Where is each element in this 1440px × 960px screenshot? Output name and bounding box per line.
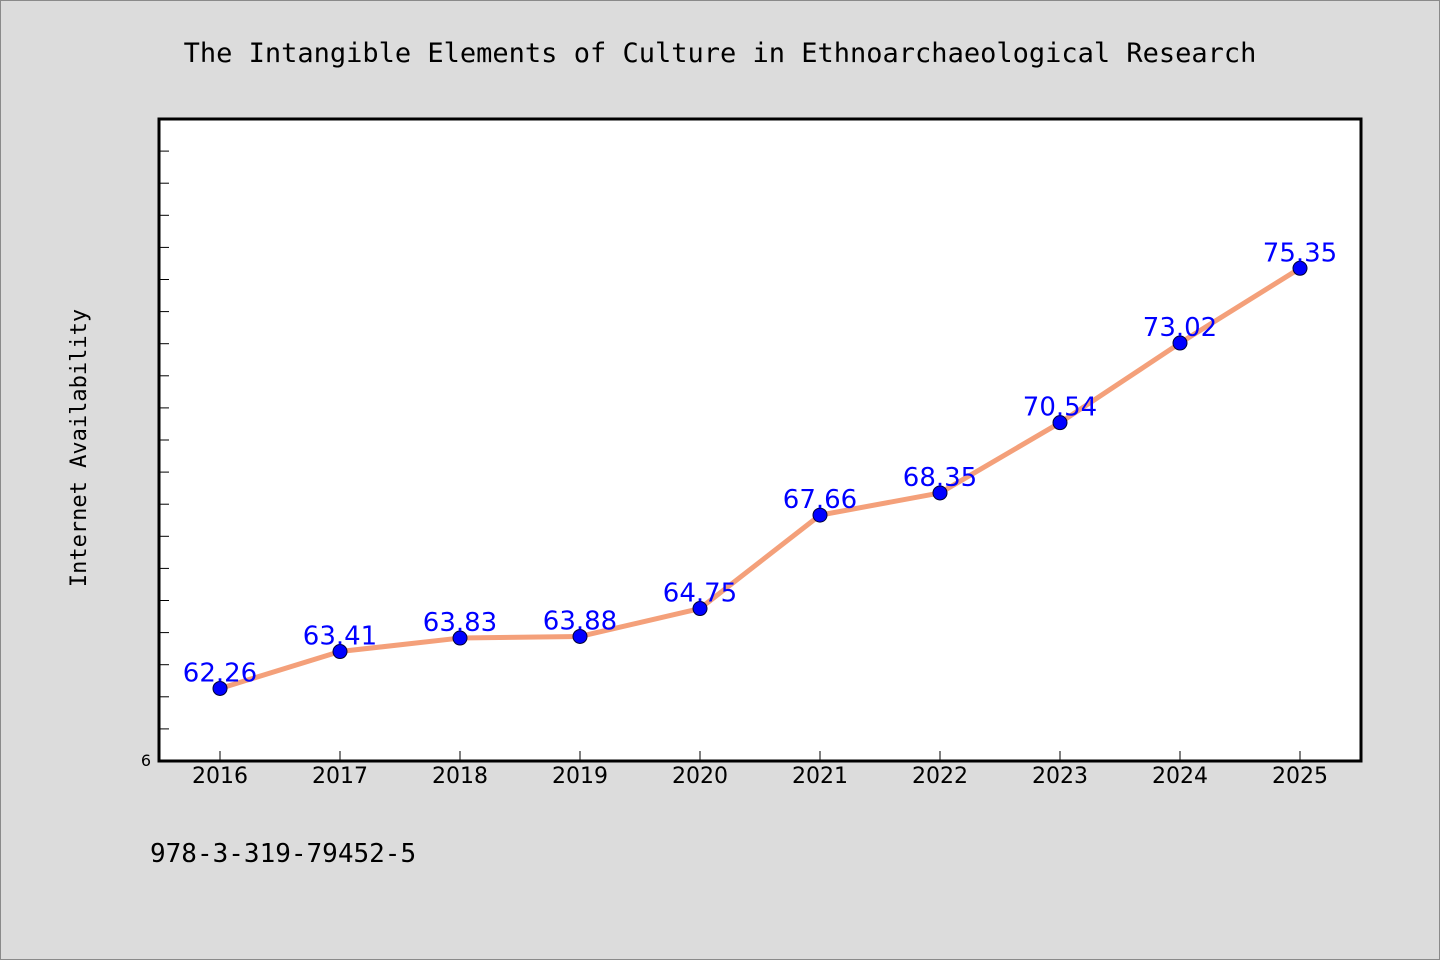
data-point: [1292, 260, 1308, 276]
isbn-text: 978-3-319-79452-5: [150, 839, 416, 869]
data-point: [212, 680, 228, 696]
y-tick-label: 6: [141, 751, 151, 770]
data-label: 63.88: [543, 606, 617, 636]
data-point: [332, 644, 348, 660]
chart-title: The Intangible Elements of Culture in Et…: [184, 38, 1257, 69]
x-tick-label: 2023: [1032, 764, 1088, 789]
data-label: 63.41: [303, 622, 377, 652]
data-label: 75.35: [1263, 238, 1337, 268]
data-point: [1052, 415, 1068, 431]
x-tick-label: 2019: [552, 764, 608, 789]
data-label: 70.54: [1023, 393, 1097, 423]
y-axis-label: Internet Availability: [67, 309, 92, 587]
data-point: [572, 628, 588, 644]
plot-area: [157, 117, 1363, 763]
data-label: 73.02: [1143, 313, 1217, 343]
data-point: [692, 601, 708, 617]
data-point: [932, 485, 948, 501]
x-tick-label: 2018: [432, 764, 488, 789]
series-line: [217, 265, 1303, 691]
x-tick-label: 2022: [912, 764, 968, 789]
series-layer: 62.26 63.41 63.83 63.88 64.75 67.66 68.35 70.54…: [183, 238, 1337, 696]
data-label: 62.26: [183, 658, 257, 688]
x-axis-ticks: 2016 2017 2018 2019 2020 2021 2022 2023 2024 2025: [192, 751, 1328, 789]
data-point: [1172, 335, 1188, 351]
data-point: [452, 630, 468, 646]
x-tick-label: 2016: [192, 764, 248, 789]
x-tick-label: 2020: [672, 764, 728, 789]
data-label: 64.75: [663, 579, 737, 609]
data-point: [812, 507, 828, 523]
data-label: 67.66: [783, 485, 857, 515]
x-tick-label: 2024: [1152, 764, 1208, 789]
x-tick-label: 2021: [792, 764, 848, 789]
x-tick-label: 2017: [312, 764, 368, 789]
y-axis-ticks: 6: [141, 150, 169, 770]
data-label: 68.35: [903, 463, 977, 493]
data-label: 63.83: [423, 608, 497, 638]
x-tick-label: 2025: [1272, 764, 1328, 789]
